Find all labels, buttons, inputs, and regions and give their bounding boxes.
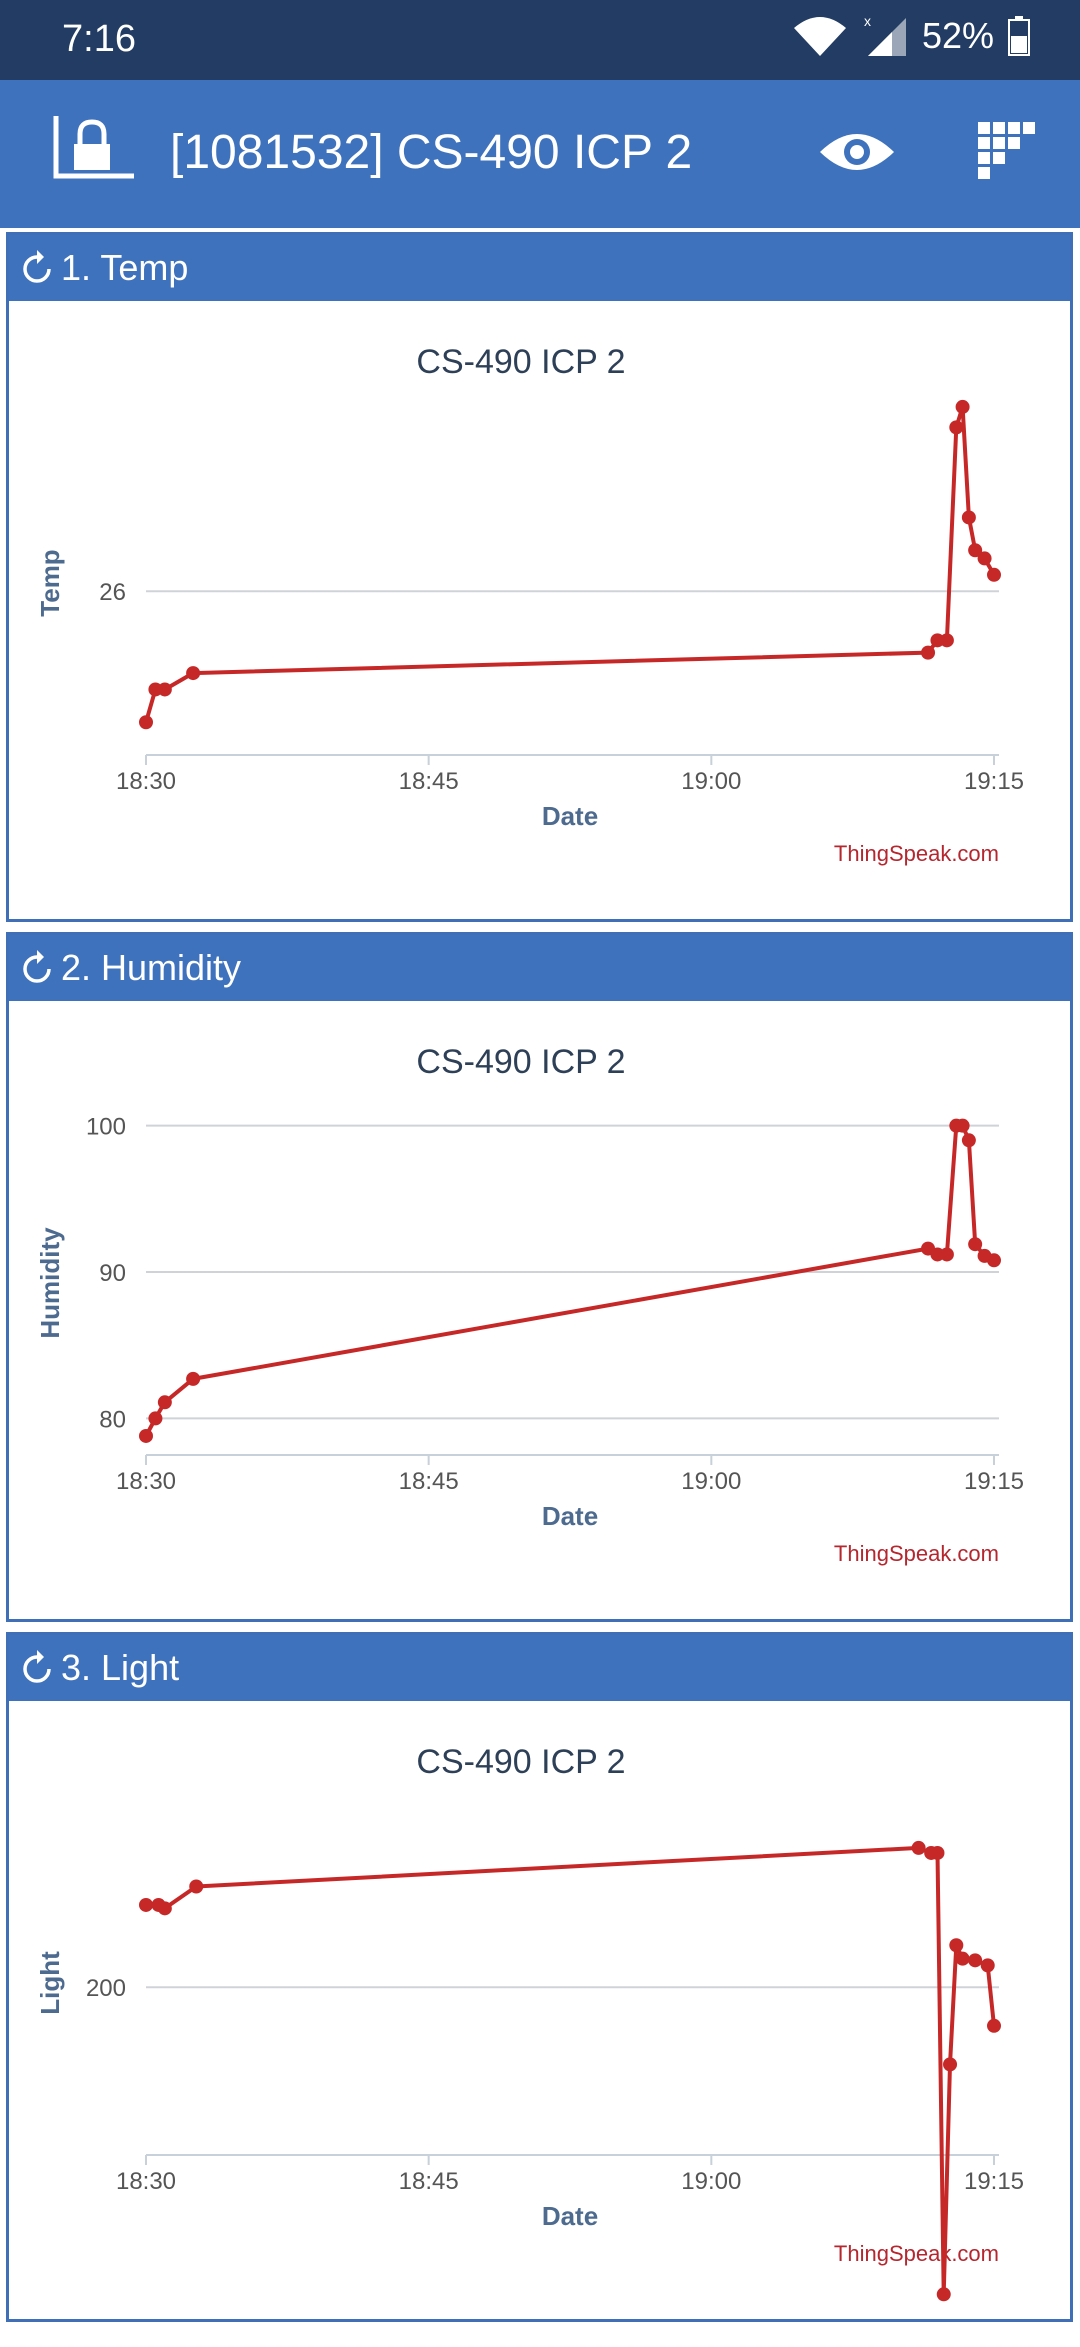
y-tick-label: 100	[86, 1114, 126, 1141]
x-axis-label: Date	[542, 1501, 598, 1531]
data-point	[977, 551, 992, 566]
refresh-icon[interactable]	[21, 949, 53, 985]
chart-title: CS-490 ICP 2	[416, 1043, 625, 1081]
chart-title: CS-490 ICP 2	[416, 343, 625, 381]
data-point	[139, 1428, 153, 1443]
y-tick-label: 90	[99, 1260, 126, 1287]
chart-title: CS-490 ICP 2	[416, 1743, 625, 1781]
data-point	[968, 1953, 983, 1968]
x-tick-label: 18:45	[399, 2168, 459, 2195]
svg-text:x: x	[864, 14, 871, 29]
series-line	[144, 1123, 995, 1437]
data-point	[943, 2057, 958, 2072]
panel-title: 2. Humidity	[61, 947, 242, 988]
status-time: 7:16	[62, 18, 136, 60]
x-tick-label: 18:45	[399, 768, 459, 795]
x-tick-label: 18:45	[399, 1468, 459, 1495]
series-line	[144, 404, 996, 723]
status-bar: 7:16 x 52%	[0, 0, 1080, 80]
y-tick-label: 80	[99, 1406, 126, 1433]
data-point	[980, 1958, 995, 1973]
app-title: [1081532] CS-490 ICP 2	[170, 126, 693, 179]
chart-credit: ThingSpeak.com	[834, 2241, 999, 2266]
data-point	[930, 1845, 945, 1860]
data-point	[949, 420, 964, 435]
panel-header: 3. Light	[9, 1635, 1070, 1701]
x-tick-label: 18:30	[116, 1468, 176, 1495]
data-point	[949, 1938, 964, 1953]
chart-credit: ThingSpeak.com	[834, 1541, 999, 1566]
data-point	[961, 1133, 976, 1148]
eye-icon[interactable]	[818, 128, 896, 176]
x-tick-label: 18:30	[116, 768, 176, 795]
x-tick-label: 19:15	[964, 768, 1024, 795]
y-tick-label: 200	[86, 1975, 126, 2002]
data-point	[921, 645, 936, 660]
panel-header: 1. Temp	[9, 235, 1070, 301]
data-point	[987, 567, 1001, 582]
data-point	[157, 1901, 172, 1916]
data-point	[987, 2018, 1001, 2033]
panel-title: 1. Temp	[61, 247, 189, 288]
refresh-icon[interactable]	[21, 1649, 53, 1685]
data-point	[939, 633, 954, 648]
data-point	[139, 715, 153, 730]
data-point	[157, 1395, 172, 1410]
data-point	[139, 1897, 153, 1912]
battery-icon	[1008, 16, 1030, 56]
data-point	[955, 1951, 970, 1966]
x-tick-label: 19:00	[681, 2168, 741, 2195]
x-tick-label: 19:00	[681, 768, 741, 795]
data-point	[186, 666, 201, 681]
x-tick-label: 19:15	[964, 1468, 1024, 1495]
y-axis-label: Humidity	[35, 1227, 65, 1339]
data-point	[961, 510, 976, 525]
x-tick-label: 19:15	[964, 2168, 1024, 2195]
panel-humidity: 2. Humidity CS-490 ICP 2 80 90 100 18:30 18:4…	[6, 932, 1073, 1622]
x-axis-label: Date	[542, 2201, 598, 2231]
panel-header: 2. Humidity	[9, 935, 1070, 1001]
chart-humidity: CS-490 ICP 2 80 90 100 18:30 18:45 19:00 19:15 D…	[35, 1043, 1024, 1566]
signal-icon: x	[864, 14, 906, 56]
data-point	[157, 682, 172, 697]
chart-light: CS-490 ICP 2 200 18:30 18:45 19:00 19:15 Date L…	[35, 1743, 1024, 2302]
data-point	[955, 1118, 970, 1133]
data-point	[148, 1411, 163, 1426]
x-tick-label: 19:00	[681, 1468, 741, 1495]
refresh-icon[interactable]	[21, 249, 53, 285]
qr-code-icon[interactable]	[978, 122, 1036, 180]
wifi-icon	[793, 17, 846, 56]
data-point	[968, 1237, 983, 1252]
data-point	[186, 1371, 201, 1386]
chart-temp: CS-490 ICP 2 26 18:30 18:45 19:00 19:15 Date Te…	[35, 343, 1024, 866]
status-icons: x 52%	[792, 14, 1030, 58]
y-axis-label: Light	[35, 1951, 65, 2015]
x-tick-label: 18:30	[116, 2168, 176, 2195]
x-axis-label: Date	[542, 801, 598, 831]
panel-temp: 1. Temp CS-490 ICP 2 26 18:30 18:45 19:00 19:…	[6, 232, 1073, 922]
data-point	[968, 543, 983, 558]
data-point	[189, 1879, 204, 1894]
battery-percent: 52%	[921, 15, 994, 56]
data-point	[955, 399, 970, 414]
panel-title: 3. Light	[61, 1647, 180, 1688]
data-point	[936, 2287, 951, 2302]
data-point	[911, 1840, 926, 1855]
chart-credit: ThingSpeak.com	[834, 841, 999, 866]
app-bar: [1081532] CS-490 ICP 2	[0, 80, 1080, 228]
scale-lock-icon	[53, 116, 134, 179]
y-tick-label: 26	[99, 579, 126, 606]
data-point	[939, 1247, 954, 1262]
y-axis-label: Temp	[35, 549, 65, 616]
panel-light: 3. Light CS-490 ICP 2 200 18:30 18:45 19:00 1…	[6, 1632, 1073, 2322]
data-point	[987, 1253, 1001, 1268]
